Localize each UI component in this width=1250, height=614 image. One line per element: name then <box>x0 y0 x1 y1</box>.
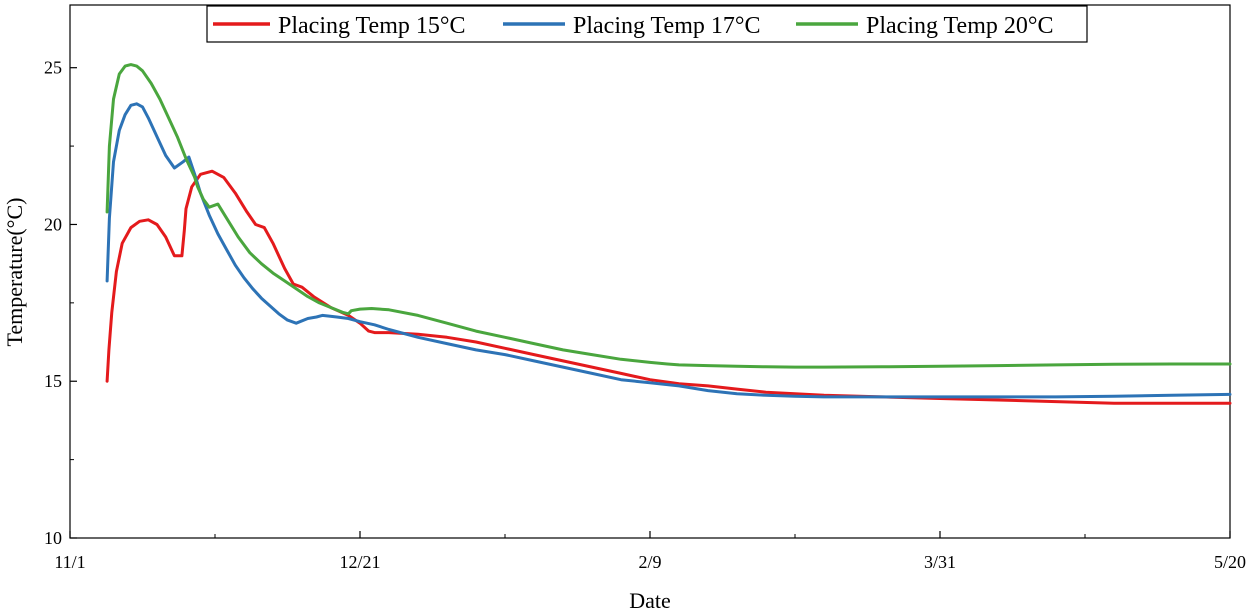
legend-label-15: Placing Temp 15°C <box>278 13 465 39</box>
y-axis-title: Temperature(°C) <box>2 198 27 347</box>
y-tick-label: 20 <box>44 214 62 234</box>
y-tick-label: 15 <box>44 371 62 391</box>
series-line-15c <box>105 169 1232 405</box>
x-axis-title: Date <box>629 588 671 613</box>
legend-label-20: Placing Temp 20°C <box>866 13 1053 39</box>
x-tick-label: 11/1 <box>54 552 85 572</box>
x-tick-label: 5/20 <box>1214 552 1246 572</box>
series-lines <box>105 63 1232 405</box>
series-line-17c <box>105 102 1232 399</box>
x-tick-label: 12/21 <box>339 552 380 572</box>
series-line-20c <box>105 63 1232 369</box>
y-tick-label: 10 <box>44 528 62 548</box>
x-tick-label: 2/9 <box>638 552 661 572</box>
axis-ticks <box>69 67 1231 539</box>
x-tick-label: 3/31 <box>924 552 956 572</box>
plot-frame <box>69 4 1231 539</box>
legend: Placing Temp 15°C Placing Temp 17°C Plac… <box>206 5 1088 43</box>
y-tick-label: 25 <box>44 58 62 78</box>
legend-label-17: Placing Temp 17°C <box>573 13 760 39</box>
axis-tick-labels: 10 15 20 25 11/1 12/21 2/9 3/31 5/20 <box>44 58 1246 572</box>
legend-box <box>206 5 1088 43</box>
